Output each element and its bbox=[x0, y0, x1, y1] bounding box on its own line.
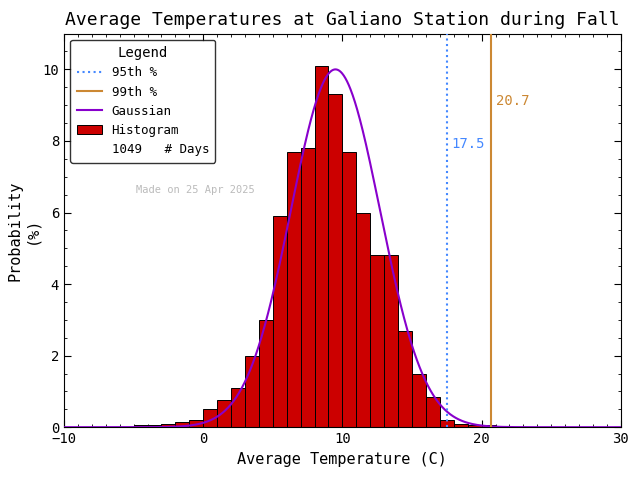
Bar bbox=[328, 95, 342, 427]
Bar bbox=[245, 356, 259, 427]
Bar bbox=[259, 320, 273, 427]
Bar bbox=[384, 255, 398, 427]
Bar bbox=[204, 409, 217, 427]
Bar bbox=[356, 213, 370, 427]
Bar bbox=[440, 420, 454, 427]
Bar bbox=[468, 425, 482, 427]
Bar bbox=[217, 400, 231, 427]
Bar bbox=[134, 425, 147, 427]
X-axis label: Average Temperature (C): Average Temperature (C) bbox=[237, 452, 447, 467]
Bar bbox=[161, 424, 175, 427]
Bar bbox=[370, 255, 384, 427]
Text: Made on 25 Apr 2025: Made on 25 Apr 2025 bbox=[136, 185, 255, 195]
Text: 17.5: 17.5 bbox=[451, 137, 484, 151]
Bar bbox=[231, 388, 245, 427]
Bar bbox=[315, 66, 328, 427]
Legend: 95th %, 99th %, Gaussian, Histogram, 1049   # Days: 95th %, 99th %, Gaussian, Histogram, 104… bbox=[70, 40, 215, 163]
Text: 20.7: 20.7 bbox=[495, 94, 529, 108]
Bar bbox=[412, 373, 426, 427]
Bar bbox=[301, 148, 315, 427]
Bar bbox=[147, 425, 161, 427]
Bar bbox=[481, 425, 495, 427]
Bar bbox=[287, 152, 301, 427]
Title: Average Temperatures at Galiano Station during Fall: Average Temperatures at Galiano Station … bbox=[65, 11, 620, 29]
Y-axis label: Probability
(%): Probability (%) bbox=[7, 180, 40, 281]
Bar bbox=[398, 331, 412, 427]
Bar bbox=[273, 216, 287, 427]
Bar bbox=[454, 424, 468, 427]
Bar bbox=[426, 397, 440, 427]
Bar bbox=[342, 152, 356, 427]
Bar bbox=[175, 422, 189, 427]
Bar bbox=[189, 420, 204, 427]
